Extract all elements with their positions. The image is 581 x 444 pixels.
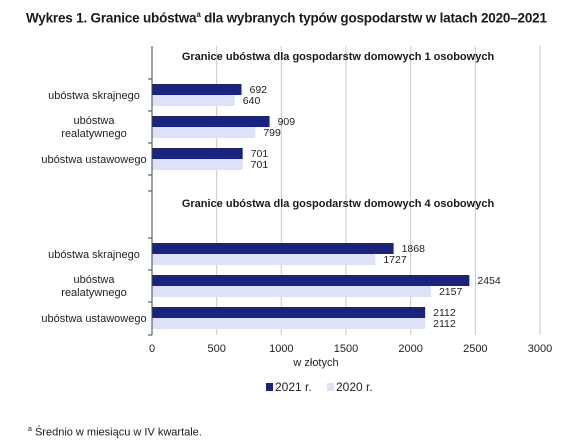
bar-panel2-cat1-2020 [152,254,376,265]
x-axis: 0 500 1000 1500 2000 2500 3000 w złotych [148,46,552,369]
footnote-text: Średnio w miesiącu w IV kwartale. [31,426,202,439]
legend-swatch-2020 [327,383,334,391]
panel-titles: Granice ubóstwa dla gospodarstw domowych… [182,51,495,210]
bars [152,84,470,329]
legend: 2021 r. 2020 r. [266,380,373,394]
data-label-panel2-cat2-2021: 2454 [477,275,501,287]
data-label-panel1-cat2-2021: 909 [278,116,296,128]
data-label-panel1-cat1-2021: 692 [249,84,267,96]
bar-chart: Granice ubóstwa dla gospodarstw domowych… [41,46,552,394]
bar-panel1-cat2-2020 [152,127,256,138]
category-label-2-1: ubóstwa skrajnego [48,249,140,261]
data-label-panel2-cat1-2020: 1727 [383,254,407,266]
category-label-2-2-line2: realatywnego [61,287,126,299]
category-labels: ubóstwa skrajnegoubóstwarealatywnegoubós… [41,90,146,325]
bar-panel2-cat3-2020 [152,318,426,329]
footnote-marker: a [28,426,32,433]
legend-label-2020: 2020 r. [336,380,373,394]
bar-panel1-cat1-2020 [152,95,235,106]
data-label-panel1-cat2-2020: 799 [263,127,281,139]
bar-panel2-cat3-2021 [152,307,426,318]
category-label-2-3: ubóstwa ustawowego [41,313,146,325]
x-tick-label-2500: 2500 [463,343,487,355]
chart-title: Wykres 1. Granice ubóstwaa dla wybranych… [26,10,566,26]
bar-panel1-cat1-2021 [152,84,242,95]
data-label-panel2-cat3-2021: 2112 [433,307,456,319]
category-label-1-3: ubóstwa ustawowego [41,154,146,166]
x-tick-label-1500: 1500 [334,343,358,355]
bar-panel1-cat3-2020 [152,159,243,170]
x-tick-label-3000: 3000 [528,343,552,355]
data-label-panel1-cat3-2020: 701 [251,159,269,171]
legend-label-2021: 2021 r. [275,380,312,394]
x-tick-label-1000: 1000 [269,343,293,355]
chart-title-rest: dla wybranych typów gospodarstw w latach… [200,10,547,26]
x-tick-label-500: 500 [207,343,225,355]
bar-panel2-cat2-2021 [152,275,470,286]
bar-panel1-cat2-2021 [152,116,270,127]
bar-panel2-cat1-2021 [152,243,394,254]
category-label-1-2-line2: realatywnego [61,128,126,140]
category-label-1-1: ubóstwa skrajnego [48,90,140,102]
data-label-panel2-cat3-2020: 2112 [433,318,456,330]
chart-title-main: Wykres 1. Granice ubóstwa [26,10,197,26]
x-tick-label-2000: 2000 [398,343,422,355]
data-label-panel1-cat1-2020: 640 [243,95,261,107]
data-label-panel2-cat2-2020: 2157 [439,286,463,298]
data-label-panel2-cat1-2021: 1868 [402,243,426,255]
x-tick-label-0: 0 [149,343,155,355]
chart-title-footnote-marker: a [196,10,201,19]
panel-title-1: Granice ubóstwa dla gospodarstw domowych… [182,51,495,63]
bar-panel2-cat2-2020 [152,286,431,297]
bar-panel1-cat3-2021 [152,148,243,159]
category-label-2-2-line1: ubóstwa [74,274,116,286]
x-axis-label: w złotych [292,357,338,369]
data-label-panel1-cat3-2021: 701 [251,148,269,160]
footnote: a Średnio w miesiącu w IV kwartale. [28,426,202,439]
legend-swatch-2021 [266,383,273,391]
panel-title-2: Granice ubóstwa dla gospodarstw domowych… [182,198,495,210]
category-label-1-2-line1: ubóstwa [74,115,116,127]
